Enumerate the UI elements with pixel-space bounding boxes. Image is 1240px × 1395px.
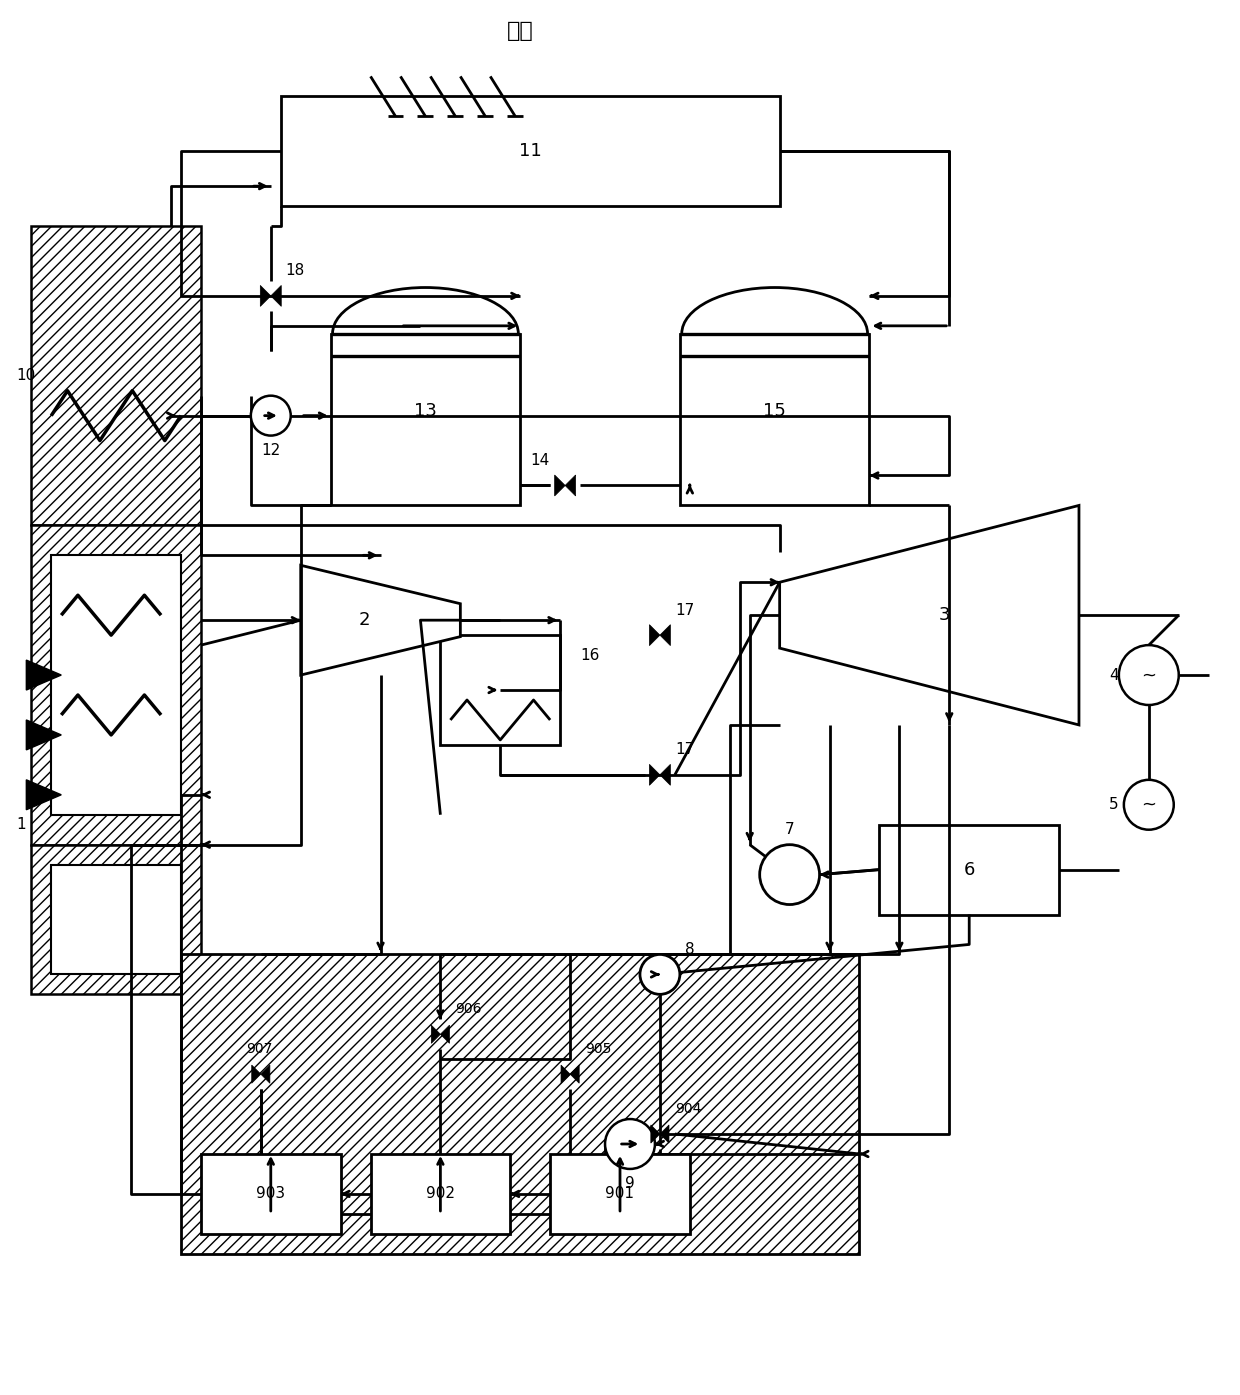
Bar xyxy=(31,844,201,995)
Circle shape xyxy=(760,844,820,904)
Text: 10: 10 xyxy=(16,368,36,384)
Polygon shape xyxy=(270,286,281,307)
Text: 3: 3 xyxy=(939,607,950,624)
Bar xyxy=(51,865,181,974)
Polygon shape xyxy=(26,660,61,691)
Text: 5: 5 xyxy=(1110,798,1118,812)
Text: 12: 12 xyxy=(262,444,280,458)
Bar xyxy=(31,526,201,844)
Text: 9: 9 xyxy=(625,1176,635,1191)
Text: 17: 17 xyxy=(675,603,694,618)
Text: 7: 7 xyxy=(785,822,795,837)
Text: 906: 906 xyxy=(455,1002,482,1017)
Text: ~: ~ xyxy=(1141,795,1157,813)
Text: 18: 18 xyxy=(285,264,305,279)
Text: ~: ~ xyxy=(1141,665,1157,684)
Bar xyxy=(371,1154,510,1233)
Polygon shape xyxy=(651,1124,660,1143)
Polygon shape xyxy=(780,505,1079,725)
Polygon shape xyxy=(560,1064,570,1084)
Circle shape xyxy=(1123,780,1174,830)
Polygon shape xyxy=(650,625,660,646)
Text: 4: 4 xyxy=(1110,668,1118,682)
Polygon shape xyxy=(570,1064,579,1084)
Circle shape xyxy=(605,1119,655,1169)
Bar xyxy=(680,333,869,505)
Text: 15: 15 xyxy=(763,402,786,420)
Text: 6: 6 xyxy=(963,861,975,879)
Polygon shape xyxy=(440,1025,449,1043)
Bar xyxy=(331,333,521,505)
Polygon shape xyxy=(660,625,671,646)
Bar xyxy=(280,96,780,206)
Polygon shape xyxy=(660,764,671,785)
Text: 903: 903 xyxy=(257,1186,285,1201)
Polygon shape xyxy=(660,1124,670,1143)
Text: 907: 907 xyxy=(246,1042,273,1056)
Bar xyxy=(181,954,859,1254)
Text: 13: 13 xyxy=(414,402,436,420)
Bar xyxy=(51,555,181,815)
Text: 11: 11 xyxy=(518,142,542,160)
Text: 17: 17 xyxy=(675,742,694,757)
Polygon shape xyxy=(650,764,660,785)
Circle shape xyxy=(1118,644,1179,704)
Circle shape xyxy=(250,396,290,435)
Text: 904: 904 xyxy=(675,1102,702,1116)
Bar xyxy=(879,824,1059,915)
Polygon shape xyxy=(260,1064,270,1084)
Bar xyxy=(551,1154,689,1233)
Circle shape xyxy=(640,954,680,995)
Text: 902: 902 xyxy=(425,1186,455,1201)
Text: 1: 1 xyxy=(16,817,26,833)
Text: 16: 16 xyxy=(580,647,599,663)
Polygon shape xyxy=(554,476,565,497)
Text: 2: 2 xyxy=(358,611,371,629)
Text: 8: 8 xyxy=(684,942,694,957)
Text: 905: 905 xyxy=(585,1042,611,1056)
Text: 14: 14 xyxy=(531,453,549,469)
Polygon shape xyxy=(565,476,575,497)
Polygon shape xyxy=(252,1064,260,1084)
Polygon shape xyxy=(260,286,270,307)
Text: 901: 901 xyxy=(605,1186,635,1201)
Polygon shape xyxy=(432,1025,440,1043)
Bar xyxy=(201,1154,341,1233)
Text: 阳光: 阳光 xyxy=(507,21,533,42)
Bar xyxy=(31,226,201,526)
Polygon shape xyxy=(301,565,460,675)
Polygon shape xyxy=(26,780,61,809)
Polygon shape xyxy=(26,720,61,751)
Bar xyxy=(440,635,560,745)
